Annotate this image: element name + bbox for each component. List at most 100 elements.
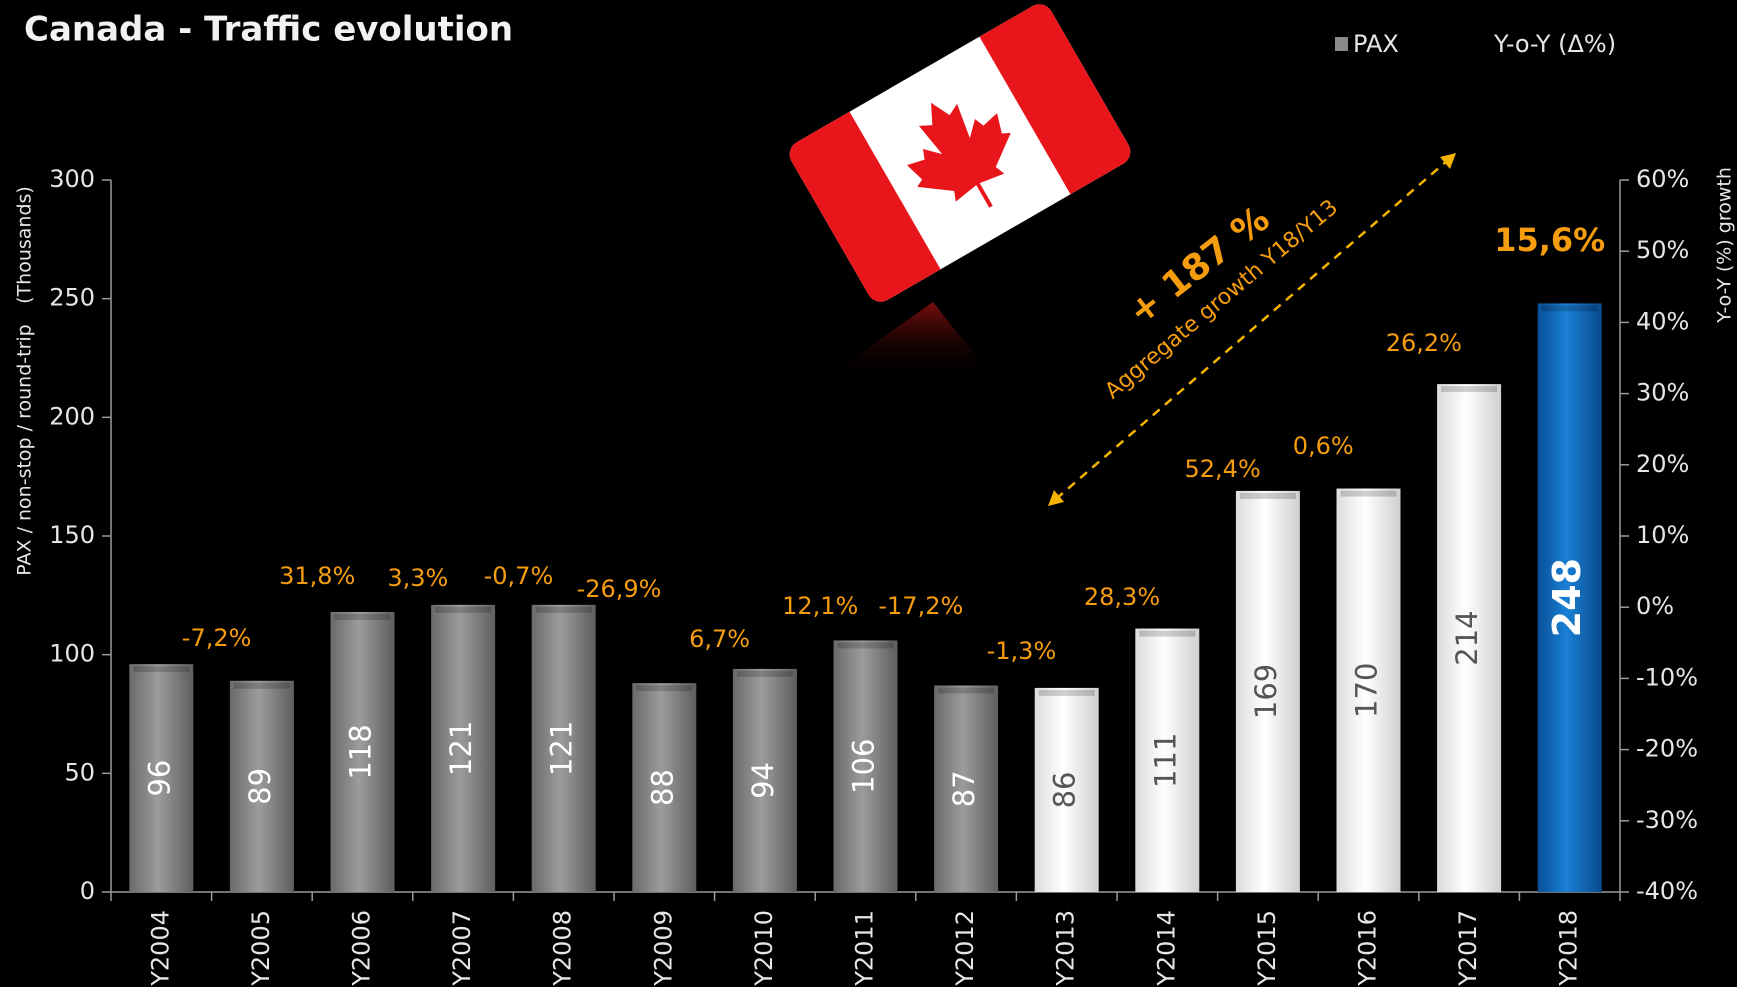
x-tick-label: Y2004 — [146, 910, 174, 987]
y2-tick-label: 20% — [1636, 450, 1689, 478]
x-tick-label: Y2015 — [1253, 910, 1281, 987]
yoy-label: 6,7% — [689, 625, 750, 653]
bar — [1336, 488, 1401, 892]
yoy-label: 31,8% — [279, 562, 355, 590]
bar-value-label: 248 — [1545, 558, 1589, 637]
bar-value-label: 96 — [142, 760, 176, 797]
yoy-label: -0,7% — [484, 562, 554, 590]
y2-tick-label: -10% — [1636, 663, 1698, 691]
x-tick-label: Y2005 — [247, 910, 275, 987]
bar — [833, 640, 898, 892]
bar-cap — [938, 687, 995, 694]
bar-cap — [1239, 492, 1296, 499]
x-tick-label: Y2012 — [951, 910, 979, 987]
x-tick-label: Y2009 — [649, 910, 677, 987]
y2-tick-label: 60% — [1636, 165, 1689, 193]
yoy-label: -1,3% — [987, 637, 1057, 665]
bar-value-label: 121 — [444, 721, 478, 776]
y-tick-label: 50 — [64, 758, 95, 786]
bar-value-label: 87 — [947, 770, 981, 807]
y2-tick-label: 0% — [1636, 592, 1674, 620]
bar-value-label: 88 — [645, 769, 679, 806]
bar — [330, 611, 395, 892]
x-tick-label: Y2011 — [851, 910, 879, 987]
bar-value-label: 86 — [1048, 771, 1082, 808]
y2-tick-label: -40% — [1636, 877, 1698, 905]
yoy-label: 12,1% — [782, 592, 858, 620]
x-tick-label: Y2010 — [750, 910, 778, 987]
y2-tick-label: 30% — [1636, 379, 1689, 407]
y-tick-label: 250 — [49, 284, 95, 312]
chart-title: Canada - Traffic evolution — [24, 10, 513, 50]
bar — [431, 604, 496, 892]
y-tick-label: 300 — [49, 165, 95, 193]
yoy-label: 28,3% — [1084, 583, 1160, 611]
x-tick-label: Y2018 — [1555, 910, 1583, 987]
y-tick-label: 200 — [49, 402, 95, 430]
bar-cap — [535, 606, 592, 613]
x-tick-label: Y2013 — [1052, 910, 1080, 987]
bar — [531, 604, 596, 892]
x-tick-label: Y2017 — [1454, 910, 1482, 987]
legend-swatch — [1335, 37, 1348, 51]
bar-value-label: 214 — [1450, 610, 1484, 665]
bar — [1135, 628, 1200, 892]
y2-tick-label: -30% — [1636, 806, 1698, 834]
bar-cap — [636, 685, 693, 692]
bar — [632, 683, 697, 892]
yoy-label: 0,6% — [1293, 432, 1354, 460]
bar-value-label: 121 — [545, 721, 579, 776]
bar-value-label: 94 — [746, 762, 780, 799]
bar — [934, 685, 999, 892]
y2-tick-label: 10% — [1636, 521, 1689, 549]
bar — [1034, 687, 1099, 892]
bar-value-label: 118 — [344, 724, 378, 779]
y2-axis-title: Y-o-Y (%) growth — [1714, 167, 1736, 324]
bar-value-label: 170 — [1350, 663, 1384, 718]
y2-tick-label: -20% — [1636, 735, 1698, 763]
bar-cap — [334, 613, 391, 620]
bar — [129, 664, 194, 892]
yoy-label: 15,6% — [1494, 221, 1605, 259]
bar-value-label: 89 — [243, 768, 277, 805]
yoy-label: 26,2% — [1386, 329, 1462, 357]
bar-value-label: 111 — [1148, 733, 1182, 788]
yoy-label: 3,3% — [387, 564, 448, 592]
bar-value-label: 169 — [1249, 664, 1283, 719]
yoy-label: 52,4% — [1185, 455, 1261, 483]
x-tick-label: Y2014 — [1152, 910, 1180, 987]
bar-cap — [1441, 386, 1498, 393]
bar-cap — [233, 682, 290, 689]
bar — [1437, 384, 1502, 892]
y-tick-label: 0 — [80, 877, 95, 905]
bar-cap — [435, 606, 492, 613]
canada-flag — [789, 4, 1131, 302]
bar-value-label: 106 — [847, 739, 881, 794]
y-tick-label: 100 — [49, 640, 95, 668]
bar-cap — [1340, 490, 1397, 497]
legend-label: Y-o-Y (Δ%) — [1493, 30, 1616, 58]
x-tick-label: Y2007 — [448, 910, 476, 987]
bar-cap — [133, 666, 190, 673]
y-axis-unit: (Thousands) — [14, 186, 36, 304]
y-tick-label: 150 — [49, 521, 95, 549]
bar — [1537, 303, 1602, 892]
x-tick-label: Y2006 — [348, 910, 376, 987]
y2-tick-label: 50% — [1636, 236, 1689, 264]
bar-cap — [1139, 630, 1196, 637]
yoy-label: -7,2% — [182, 624, 252, 652]
bar-cap — [837, 642, 894, 649]
aggregate-arrow — [1048, 153, 1456, 506]
legend-label: PAX — [1353, 30, 1399, 58]
bar — [229, 680, 294, 892]
y-axis-title: PAX / non-stop / round-trip — [14, 324, 36, 575]
x-tick-label: Y2016 — [1354, 910, 1382, 987]
bar — [1235, 490, 1300, 892]
x-tick-label: Y2008 — [549, 910, 577, 987]
bar-cap — [736, 670, 793, 677]
flag-reflection — [825, 302, 993, 378]
bar-cap — [1038, 689, 1095, 696]
bar — [732, 668, 797, 892]
yoy-label: -26,9% — [577, 575, 662, 603]
